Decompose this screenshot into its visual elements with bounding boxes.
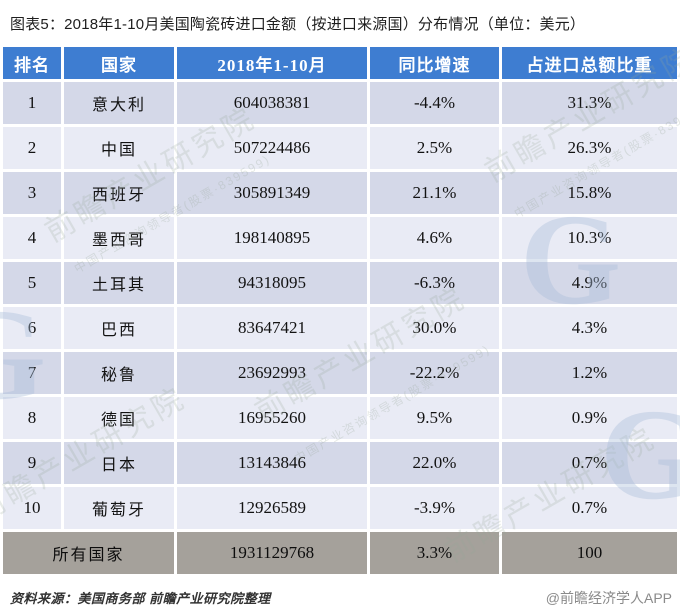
value-cell: 507224486: [177, 127, 367, 169]
yoy-cell: -22.2%: [370, 352, 499, 394]
value-cell: 16955260: [177, 397, 367, 439]
country-cell: 土耳其: [64, 262, 174, 304]
source-note: 资料来源：美国商务部 前瞻产业研究院整理: [10, 591, 271, 606]
value-cell: 604038381: [177, 82, 367, 124]
figure-title: 图表5：2018年1-10月美国陶瓷砖进口金额（按进口来源国）分布情况（单位：美…: [10, 16, 586, 33]
country-cell: 西班牙: [64, 172, 174, 214]
app-credit: @前瞻经济学人APP: [545, 590, 672, 606]
table-row: 9 日本 13143846 22.0% 0.7%: [3, 442, 677, 484]
table-row: 7 秘鲁 23692993 -22.2% 1.2%: [3, 352, 677, 394]
total-share-cell: 100: [502, 532, 677, 574]
rank-cell: 5: [3, 262, 61, 304]
yoy-cell: 21.1%: [370, 172, 499, 214]
rank-cell: 6: [3, 307, 61, 349]
share-cell: 1.2%: [502, 352, 677, 394]
total-value-cell: 1931129768: [177, 532, 367, 574]
table-row: 3 西班牙 305891349 21.1% 15.8%: [3, 172, 677, 214]
yoy-cell: 9.5%: [370, 397, 499, 439]
table-row: 4 墨西哥 198140895 4.6% 10.3%: [3, 217, 677, 259]
share-cell: 4.3%: [502, 307, 677, 349]
total-label-cell: 所有国家: [3, 532, 174, 574]
share-cell: 4.9%: [502, 262, 677, 304]
yoy-cell: 4.6%: [370, 217, 499, 259]
table-row: 10 葡萄牙 12926589 -3.9% 0.7%: [3, 487, 677, 529]
yoy-cell: 22.0%: [370, 442, 499, 484]
table-row: 5 土耳其 94318095 -6.3% 4.9%: [3, 262, 677, 304]
country-cell: 意大利: [64, 82, 174, 124]
country-cell: 日本: [64, 442, 174, 484]
rank-cell: 10: [3, 487, 61, 529]
footer: 资料来源：美国商务部 前瞻产业研究院整理 @前瞻经济学人APP: [0, 577, 680, 608]
yoy-cell: 2.5%: [370, 127, 499, 169]
country-cell: 墨西哥: [64, 217, 174, 259]
value-cell: 94318095: [177, 262, 367, 304]
country-cell: 巴西: [64, 307, 174, 349]
share-cell: 0.9%: [502, 397, 677, 439]
table-row: 8 德国 16955260 9.5% 0.9%: [3, 397, 677, 439]
value-cell: 13143846: [177, 442, 367, 484]
value-cell: 23692993: [177, 352, 367, 394]
rank-cell: 9: [3, 442, 61, 484]
col-header-value: 2018年1-10月: [177, 47, 367, 79]
col-header-share: 占进口总额比重: [502, 47, 677, 79]
value-cell: 12926589: [177, 487, 367, 529]
table-total-row: 所有国家 1931129768 3.3% 100: [3, 532, 677, 574]
value-cell: 83647421: [177, 307, 367, 349]
col-header-yoy: 同比增速: [370, 47, 499, 79]
rank-cell: 4: [3, 217, 61, 259]
table-row: 1 意大利 604038381 -4.4% 31.3%: [3, 82, 677, 124]
yoy-cell: -6.3%: [370, 262, 499, 304]
rank-cell: 7: [3, 352, 61, 394]
table-row: 2 中国 507224486 2.5% 26.3%: [3, 127, 677, 169]
rank-cell: 3: [3, 172, 61, 214]
rank-cell: 2: [3, 127, 61, 169]
share-cell: 31.3%: [502, 82, 677, 124]
country-cell: 中国: [64, 127, 174, 169]
value-cell: 305891349: [177, 172, 367, 214]
rank-cell: 1: [3, 82, 61, 124]
value-cell: 198140895: [177, 217, 367, 259]
share-cell: 26.3%: [502, 127, 677, 169]
share-cell: 10.3%: [502, 217, 677, 259]
share-cell: 0.7%: [502, 442, 677, 484]
yoy-cell: -4.4%: [370, 82, 499, 124]
yoy-cell: 30.0%: [370, 307, 499, 349]
total-yoy-cell: 3.3%: [370, 532, 499, 574]
table-body: 1 意大利 604038381 -4.4% 31.3% 2 中国 507224486 2.5% 2…: [3, 82, 677, 574]
table-header-row: 排名 国家 2018年1-10月 同比增速 占进口总额比重: [3, 47, 677, 79]
col-header-rank: 排名: [3, 47, 61, 79]
country-cell: 德国: [64, 397, 174, 439]
yoy-cell: -3.9%: [370, 487, 499, 529]
share-cell: 0.7%: [502, 487, 677, 529]
rank-cell: 8: [3, 397, 61, 439]
import-table: 排名 国家 2018年1-10月 同比增速 占进口总额比重 1 意大利 604038…: [0, 44, 680, 577]
country-cell: 葡萄牙: [64, 487, 174, 529]
share-cell: 15.8%: [502, 172, 677, 214]
table-row: 6 巴西 83647421 30.0% 4.3%: [3, 307, 677, 349]
country-cell: 秘鲁: [64, 352, 174, 394]
col-header-country: 国家: [64, 47, 174, 79]
